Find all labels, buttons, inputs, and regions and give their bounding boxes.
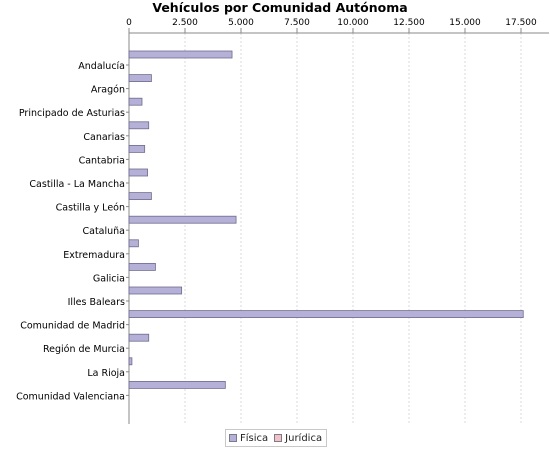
- chart-title: Vehículos por Comunidad Autónoma: [152, 0, 407, 15]
- legend-item-juridica: Jurídica: [274, 433, 322, 444]
- bar-fisica-illes-balears: [128, 286, 183, 295]
- category-label-andalucia: Andalucía: [78, 61, 125, 72]
- x-tick-label: 12.500: [393, 18, 425, 28]
- category-label-castilla-y-leon: Castilla y León: [56, 203, 125, 214]
- legend-item-fisica: Física: [229, 433, 268, 444]
- bar-fisica-principado-de-asturias: [128, 97, 143, 106]
- category-label-principado-de-asturias: Principado de Asturias: [19, 108, 125, 119]
- bar-fisica-castilla-la-mancha: [128, 168, 148, 177]
- bars: [128, 50, 524, 389]
- category-label-illes-balears: Illes Balears: [68, 297, 125, 308]
- category-axis: Andalucía Aragón Principado de Asturias Can…: [16, 61, 129, 402]
- legend-swatch-juridica: [274, 434, 283, 442]
- category-label-canarias: Canarias: [83, 132, 125, 143]
- category-label-castilla-la-mancha: Castilla - La Mancha: [29, 179, 125, 190]
- category-label-comunidad-de-madrid: Comunidad de Madrid: [20, 321, 125, 332]
- bar-fisica-cataluna: [128, 215, 237, 224]
- category-label-galicia: Galicia: [93, 273, 125, 284]
- legend-label-juridica: Jurídica: [285, 432, 323, 444]
- category-label-comunidad-valenciana: Comunidad Valenciana: [16, 391, 125, 402]
- bar-fisica-castilla-y-leon: [128, 192, 152, 201]
- bar-fisica-canarias: [128, 121, 150, 130]
- x-tick-label: 17.500: [505, 18, 537, 28]
- bar-fisica-cantabria: [128, 144, 146, 153]
- category-label-extremadura: Extremadura: [63, 250, 125, 261]
- bar-fisica-la-rioja: [128, 357, 133, 366]
- bar-fisica-extremadura: [128, 239, 139, 248]
- bar-fisica-comunidad-de-madrid: [128, 310, 524, 319]
- gridlines: [184, 33, 522, 424]
- x-tick-label: 10.000: [337, 18, 369, 28]
- x-tick-label: 2.500: [172, 18, 198, 28]
- x-tick-label: 15.000: [449, 18, 481, 28]
- category-label-cantabria: Cantabria: [79, 155, 125, 166]
- category-label-aragon: Aragón: [91, 85, 125, 96]
- x-tick-label: 7.500: [284, 18, 310, 28]
- bar-fisica-region-de-murcia: [128, 333, 150, 342]
- bar-fisica-aragon: [128, 74, 152, 82]
- legend-swatch-fisica: [229, 434, 237, 442]
- x-tick-label: 5.000: [228, 18, 254, 28]
- legend: Física Jurídica: [225, 429, 327, 447]
- bar-fisica-andalucia: [128, 50, 233, 59]
- category-label-cataluna: Cataluña: [82, 226, 125, 237]
- legend-label-fisica: Física: [240, 432, 269, 444]
- bar-fisica-galicia: [128, 262, 156, 271]
- bar-fisica-comunidad-valenciana: [128, 380, 226, 389]
- category-label-la-rioja: La Rioja: [87, 368, 125, 379]
- category-label-region-de-murcia: Región de Murcia: [43, 344, 125, 355]
- x-tick-label: 0: [126, 18, 132, 28]
